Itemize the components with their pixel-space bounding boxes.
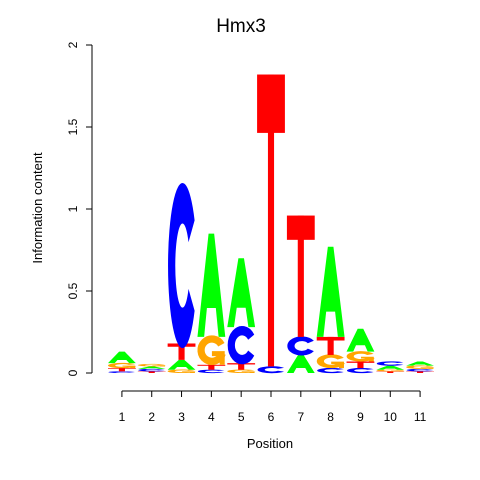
x-tick-label: 3 [178,410,185,424]
logo-letter-a [108,351,136,364]
x-tick-label: 10 [384,410,398,424]
logo-letter-g [376,369,405,372]
logo-letter-g [406,365,435,369]
logo-letter-a [316,246,345,337]
logo-letter-c [138,368,165,372]
logo-letter-c [227,326,255,365]
logo-letter-g [316,354,345,369]
logo-letter-c [198,369,225,374]
y-tick-label: 0 [66,369,80,376]
logo-letter-c [317,367,344,374]
logo-letter-t [197,364,226,370]
x-tick-label: 4 [208,410,215,424]
logo-letter-t [406,371,434,373]
x-tick-label: 7 [297,410,304,424]
logo-letter-a [286,354,315,373]
logo-letter-t [286,215,315,337]
logo-letter-c [257,366,285,374]
x-axis: 1 2 3 4 5 6 7 8 9 10 11 [119,390,427,424]
logo-letter-c [376,361,404,366]
y-tick-label: 1 [66,205,80,212]
logo-letter-c [168,183,195,349]
logo-letter-a [197,233,226,337]
logo-letter-t [376,371,405,373]
logo-letter-a [167,359,196,370]
x-tick-label: 6 [268,410,275,424]
logo-letter-t [108,368,136,372]
x-tick-label: 1 [119,410,126,424]
x-axis-label: Position [247,436,293,451]
logo-letter-g [108,362,137,369]
y-tick-label: 2 [66,41,80,48]
logo-letters [108,74,435,374]
y-axis: 0 0.5 1 1.5 2 [66,41,93,376]
logo-letter-g [167,369,196,374]
logo-letter-a [137,366,166,369]
logo-letter-a [406,361,434,366]
x-tick-label: 9 [357,410,364,424]
x-tick-label: 11 [414,410,427,424]
logo-letter-t [137,371,166,373]
logo-letter-g [197,335,226,365]
logo-letter-c [287,336,314,356]
y-axis-label: Information content [30,152,45,264]
logo-letter-g [346,351,375,362]
logo-letter-a [346,328,375,352]
logo-letter-c [108,371,135,374]
logo-letter-a [376,365,405,370]
logo-letter-g [227,369,256,374]
y-tick-label: 0.5 [66,282,80,299]
x-tick-label: 8 [327,410,334,424]
y-tick-label: 1.5 [66,118,80,135]
logo-letter-c [406,368,434,372]
x-tick-label: 5 [238,410,245,424]
logo-letter-c [347,367,374,374]
logo-letter-t [257,74,285,367]
x-tick-label: 2 [148,410,155,424]
chart-title: Hmx3 [216,16,266,37]
logo-letter-a [227,258,256,328]
logo-letter-t [346,361,375,369]
logo-letter-g [137,363,167,367]
logo-letter-t [316,336,345,355]
